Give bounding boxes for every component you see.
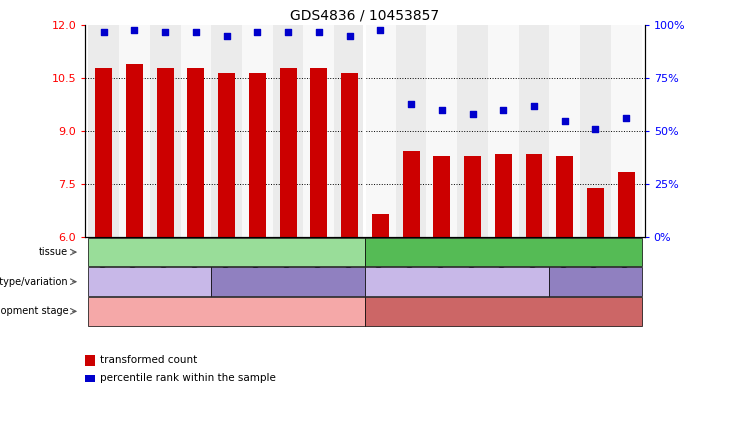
Text: Raldh2-/-: Raldh2-/- <box>433 277 481 287</box>
Point <box>251 28 263 35</box>
Bar <box>150 25 181 237</box>
Bar <box>402 151 419 237</box>
Point <box>620 115 632 122</box>
Bar <box>611 25 642 237</box>
Bar <box>273 25 304 237</box>
Bar <box>119 25 150 237</box>
Point <box>436 107 448 113</box>
Bar <box>88 25 119 237</box>
Bar <box>396 25 426 237</box>
Bar <box>464 156 481 237</box>
Bar <box>304 25 334 237</box>
Text: percentile rank within the sample: percentile rank within the sample <box>100 373 276 383</box>
Point <box>313 28 325 35</box>
Bar <box>279 68 296 237</box>
Text: 4 somite stage: 4 somite stage <box>187 306 265 316</box>
Point <box>190 28 202 35</box>
Bar <box>242 25 273 237</box>
Text: transformed count: transformed count <box>100 355 197 365</box>
Point <box>528 102 540 109</box>
Bar <box>549 25 580 237</box>
Bar <box>488 25 519 237</box>
Point <box>374 26 386 33</box>
Point <box>98 28 110 35</box>
Bar <box>495 154 512 237</box>
Title: GDS4836 / 10453857: GDS4836 / 10453857 <box>290 9 439 23</box>
Point <box>467 111 479 118</box>
Text: Raldh2-/-: Raldh2-/- <box>126 277 173 287</box>
Bar <box>433 156 451 237</box>
Bar <box>187 68 205 237</box>
Bar <box>211 25 242 237</box>
Point <box>497 107 509 113</box>
Bar <box>334 25 365 237</box>
Bar <box>618 172 635 237</box>
Point <box>559 117 571 124</box>
Point <box>405 100 417 107</box>
Bar <box>580 25 611 237</box>
Bar <box>457 25 488 237</box>
Bar <box>310 68 328 237</box>
Bar <box>363 25 367 237</box>
Bar <box>556 156 574 237</box>
Bar <box>341 73 358 237</box>
Bar <box>365 25 396 237</box>
Text: anterior embryonic brain: anterior embryonic brain <box>438 247 568 257</box>
Text: 14 somite stage: 14 somite stage <box>461 306 545 316</box>
Bar <box>426 25 457 237</box>
Bar <box>519 25 549 237</box>
Text: wild type: wild type <box>265 277 312 287</box>
Point <box>128 26 140 33</box>
Text: tissue: tissue <box>39 247 68 257</box>
Point <box>159 28 171 35</box>
Text: wild type: wild type <box>571 277 619 287</box>
Bar <box>249 73 266 237</box>
Text: development stage: development stage <box>0 306 68 316</box>
Bar <box>126 64 143 237</box>
Bar <box>156 68 173 237</box>
Point <box>590 126 602 132</box>
Bar <box>181 25 211 237</box>
Bar <box>587 187 604 237</box>
Bar <box>218 73 235 237</box>
Bar <box>372 214 389 237</box>
Text: posterior embryonic brain: posterior embryonic brain <box>159 247 295 257</box>
Bar <box>95 68 112 237</box>
Point <box>344 33 356 39</box>
Text: genotype/variation: genotype/variation <box>0 277 68 287</box>
Bar <box>525 154 542 237</box>
Point <box>282 28 294 35</box>
Point <box>221 33 233 39</box>
